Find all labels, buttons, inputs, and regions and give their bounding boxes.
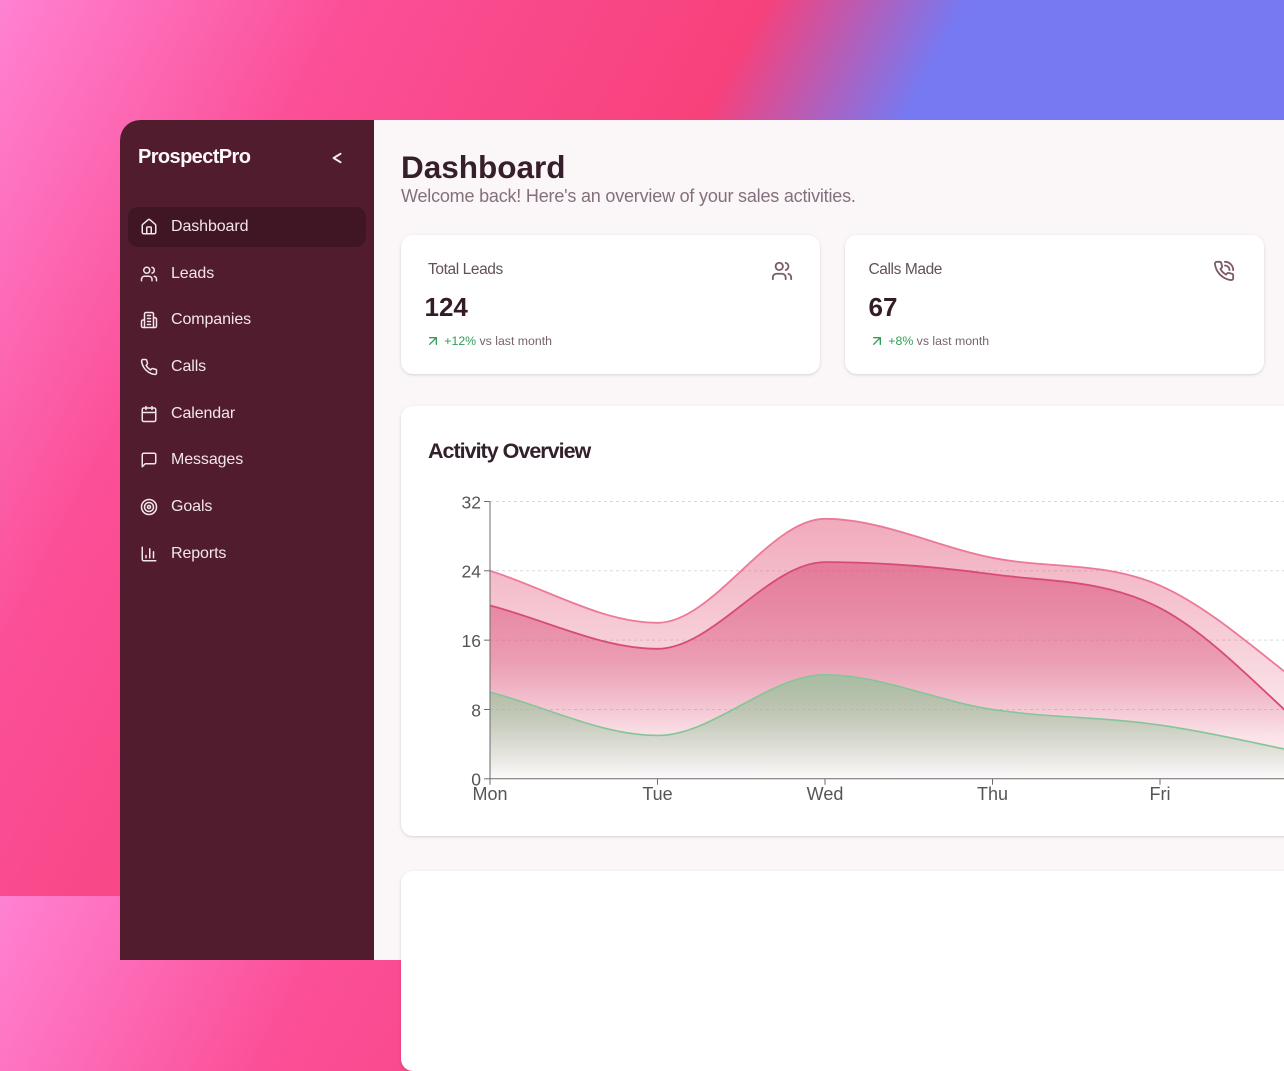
svg-text:Mon: Mon	[472, 784, 507, 804]
svg-text:0: 0	[471, 770, 481, 790]
svg-text:Fri: Fri	[1150, 784, 1171, 804]
svg-text:32: 32	[462, 492, 481, 512]
svg-text:Tue: Tue	[642, 784, 672, 804]
svg-text:24: 24	[462, 562, 482, 582]
svg-text:Thu: Thu	[977, 784, 1008, 804]
svg-text:8: 8	[471, 700, 481, 720]
svg-text:Wed: Wed	[807, 784, 844, 804]
svg-text:16: 16	[462, 631, 481, 651]
